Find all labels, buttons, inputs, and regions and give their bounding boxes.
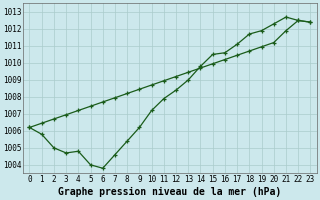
X-axis label: Graphe pression niveau de la mer (hPa): Graphe pression niveau de la mer (hPa): [58, 186, 282, 197]
